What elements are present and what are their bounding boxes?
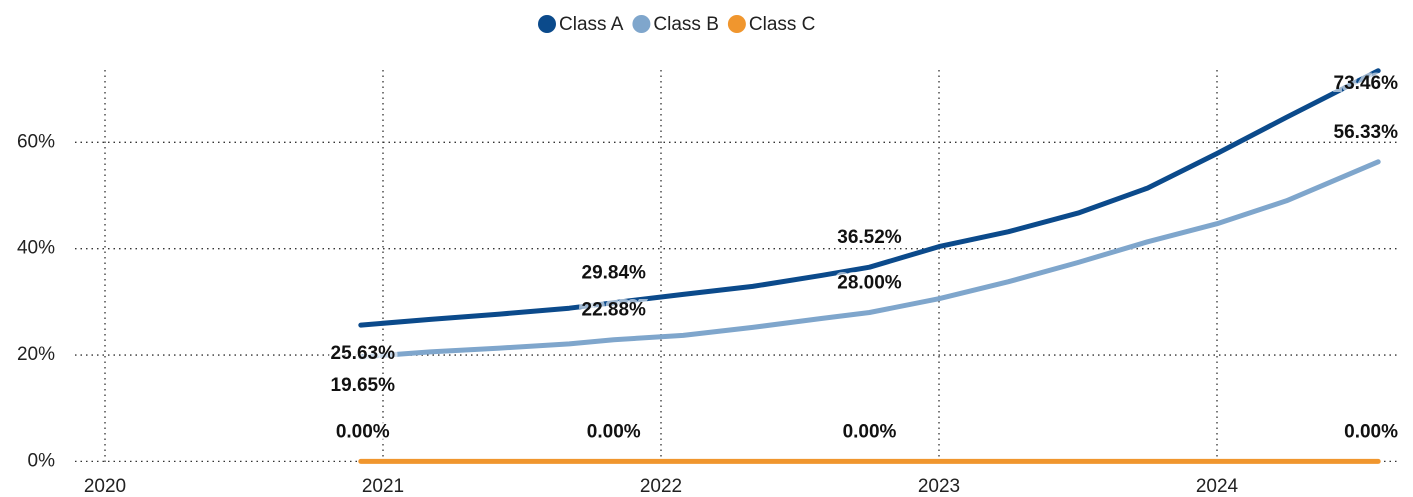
data-label: 28.00% [837, 273, 902, 294]
data-label: 22.88% [582, 300, 647, 321]
data-label: 19.65% [331, 375, 396, 396]
legend-marker [632, 15, 651, 33]
legend-label: Class C [749, 14, 816, 35]
legend-label: Class A [559, 14, 624, 35]
legend-marker [727, 15, 746, 33]
data-label: 0.00% [587, 421, 641, 442]
data-label: 73.46% [1334, 73, 1399, 94]
data-label: 56.33% [1334, 122, 1399, 143]
legend-label: Class B [653, 14, 718, 35]
x-tick-label: 2024 [1196, 476, 1239, 497]
series-line [358, 68, 1381, 328]
data-label: 36.52% [837, 227, 902, 248]
data-label: 25.63% [331, 343, 396, 364]
x-tick-label: 2022 [640, 476, 682, 497]
y-tick-label: 60% [17, 131, 55, 152]
data-label: 0.00% [1344, 421, 1398, 442]
data-label: 0.00% [843, 421, 897, 442]
y-tick-label: 40% [17, 238, 55, 259]
x-tick-label: 2021 [362, 476, 404, 497]
data-label: 29.84% [582, 263, 647, 284]
x-tick-label: 2020 [84, 476, 126, 497]
series-line [358, 159, 1381, 360]
y-tick-label: 0% [28, 450, 56, 471]
legend-marker [538, 15, 556, 33]
x-tick-label: 2023 [918, 476, 960, 497]
data-label: 0.00% [336, 421, 390, 442]
y-tick-label: 20% [17, 344, 55, 365]
